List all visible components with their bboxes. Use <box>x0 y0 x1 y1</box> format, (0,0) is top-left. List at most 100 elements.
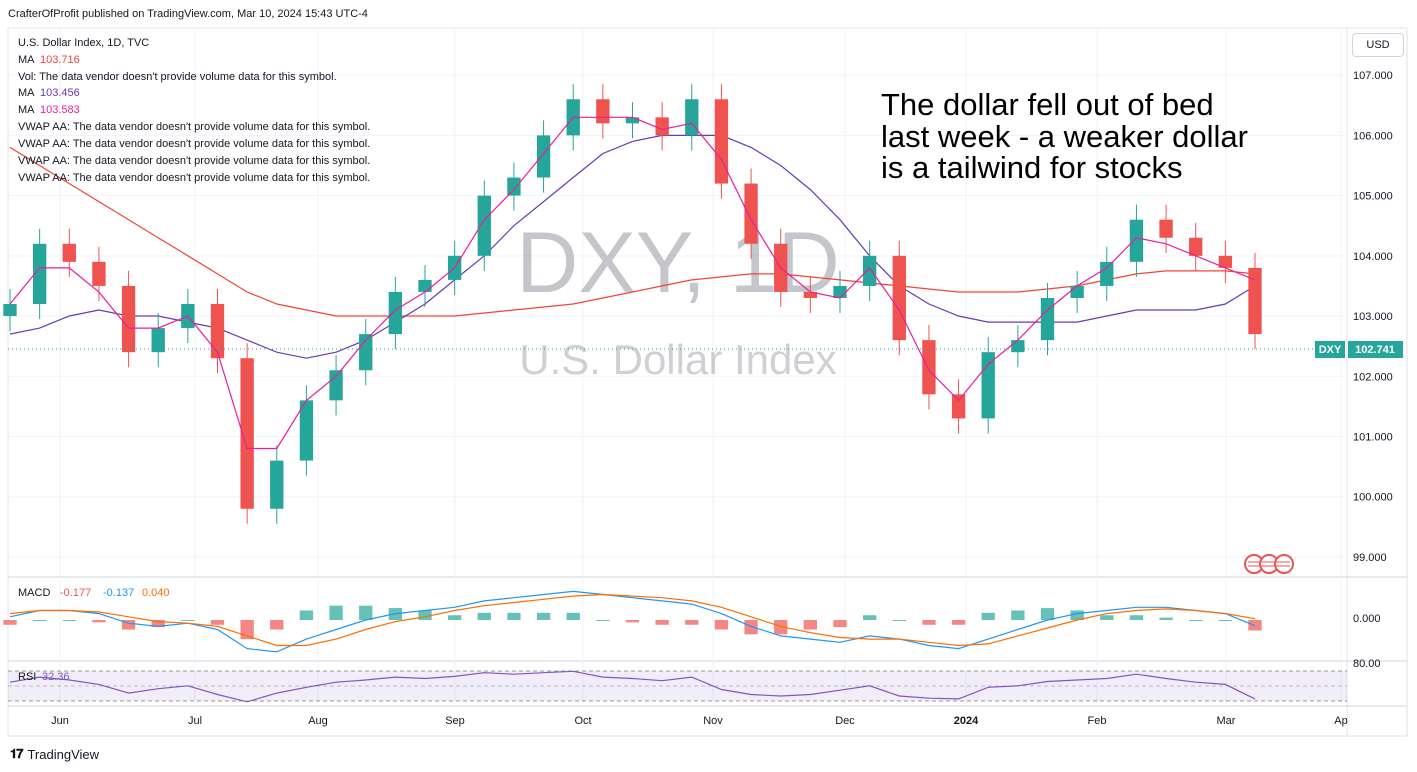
time-tick-label: Sep <box>445 715 465 727</box>
legend-vwap-2[interactable]: VWAP AA: The data vendor doesn't provide… <box>18 138 370 150</box>
candle-body <box>270 460 284 509</box>
legend-ma1-value: 103.716 <box>40 54 80 66</box>
candle-body <box>1248 267 1262 335</box>
macd-bar <box>1129 615 1144 620</box>
candle-body <box>92 261 106 286</box>
rsi-line <box>9 670 1256 703</box>
candle-body <box>803 291 818 298</box>
macd-bar <box>1159 617 1173 620</box>
legend-ma1-label[interactable]: MA <box>18 54 35 66</box>
macd-bar <box>714 620 729 630</box>
macd-signal-line <box>9 593 1256 647</box>
ma-fast-line <box>9 116 1256 450</box>
legend-ma3-label[interactable]: MA <box>18 104 35 116</box>
candle-body <box>714 99 729 184</box>
macd-bar <box>625 620 640 623</box>
price-tag-value: 102.741 <box>1355 344 1395 356</box>
legend-ma2-label[interactable]: MA <box>18 87 35 99</box>
price-tick-label: 100.000 <box>1353 492 1393 504</box>
candle-body <box>1011 340 1025 353</box>
macd-bar <box>596 620 610 621</box>
legend-vol[interactable]: Vol: The data vendor doesn't provide vol… <box>18 71 337 83</box>
rsi-legend[interactable]: RSI 32.36 <box>18 671 70 683</box>
price-tick-label: 101.000 <box>1353 431 1393 443</box>
candle-body <box>32 243 47 305</box>
candle-body <box>507 177 521 196</box>
macd-bar <box>299 610 314 620</box>
macd-legend-label: MACD <box>18 587 50 599</box>
macd-bar <box>685 620 699 625</box>
legend-vwap-1[interactable]: VWAP AA: The data vendor doesn't provide… <box>18 121 370 133</box>
publisher-line: CrafterOfProfit published on TradingView… <box>8 8 368 20</box>
candle-body <box>210 304 225 359</box>
legend-symbol[interactable]: U.S. Dollar Index, 1D, TVC <box>18 37 149 49</box>
time-axis[interactable]: Jun Jul Aug Sep Oct Nov Dec 2024 Feb Mar Ap <box>51 715 1348 727</box>
rsi-legend-value: 32.36 <box>42 671 70 683</box>
economic-events-icon[interactable] <box>1244 554 1294 574</box>
macd-zero-label: 0.000 <box>1353 613 1381 625</box>
tradingview-logo[interactable]: 𝟏𝟕 TradingView <box>10 746 99 762</box>
macd-bar <box>833 620 847 628</box>
candle-body <box>981 352 995 419</box>
candle-body <box>536 135 551 178</box>
macd-legend[interactable]: MACD -0.177 -0.137 0.040 <box>18 587 170 599</box>
macd-bar <box>892 620 906 621</box>
candle-body <box>477 195 491 256</box>
time-tick-label: Feb <box>1088 715 1107 727</box>
time-tick-label: Jun <box>51 715 69 727</box>
macd-bar <box>744 620 758 635</box>
time-tick-label: 2024 <box>954 715 979 727</box>
time-tick-label: Oct <box>574 715 591 727</box>
macd-bar <box>477 612 491 620</box>
candle-body <box>1040 297 1055 341</box>
candle-body <box>240 358 254 509</box>
macd-bar <box>655 620 669 625</box>
candle-body <box>359 334 373 371</box>
macd-bar <box>1040 608 1055 620</box>
candle-body <box>951 394 966 419</box>
price-tick-label: 107.000 <box>1353 70 1393 82</box>
currency-button[interactable]: USD <box>1352 33 1404 57</box>
legend-vwap-3[interactable]: VWAP AA: The data vendor doesn't provide… <box>18 155 370 167</box>
macd-bar <box>210 620 225 625</box>
tradingview-logo-icon: 𝟏𝟕 <box>10 746 24 761</box>
price-tick-label: 106.000 <box>1353 130 1393 142</box>
macd-bar <box>3 620 17 625</box>
ma-fast-path <box>9 116 1256 450</box>
watermark-name: U.S. Dollar Index <box>519 336 836 383</box>
macd-bar <box>803 620 818 630</box>
candle-body <box>655 117 669 136</box>
macd-bar <box>1218 620 1233 621</box>
candle-body <box>862 255 877 286</box>
macd-bar <box>566 612 580 620</box>
macd-bar <box>62 620 76 621</box>
price-tick-label: 99.000 <box>1353 552 1387 564</box>
candle-body <box>1218 255 1233 268</box>
annotation-line-1: The dollar fell out of bed <box>881 87 1214 122</box>
candle-body <box>744 183 758 244</box>
time-tick-label: Aug <box>308 715 328 727</box>
macd-bar <box>981 612 995 620</box>
macd-bar <box>92 620 106 623</box>
candle-body <box>62 243 76 262</box>
legend-vwap-4[interactable]: VWAP AA: The data vendor doesn't provide… <box>18 172 370 184</box>
macd-bar <box>151 620 165 628</box>
candlesticks <box>3 84 1262 524</box>
macd-bar <box>359 605 373 620</box>
candle-body <box>1159 219 1173 238</box>
macd-legend-v2: -0.137 <box>103 587 134 599</box>
macd-legend-v3: 0.040 <box>142 587 170 599</box>
candle-body <box>418 279 432 292</box>
macd-bar <box>270 620 284 630</box>
candle-body <box>3 304 17 317</box>
macd-lines <box>9 590 1256 653</box>
price-tag: DXY 102.741 <box>1315 341 1403 358</box>
macd-bar <box>447 615 462 620</box>
macd-bar <box>922 620 936 625</box>
macd-bar <box>1100 615 1114 620</box>
macd-bar <box>121 620 136 630</box>
macd-bar <box>1189 620 1203 621</box>
annotation-line-3: is a tailwind for stocks <box>881 150 1183 185</box>
price-axis[interactable]: 99.000 100.000 101.000 102.000 103.000 104.00… <box>1353 70 1393 564</box>
